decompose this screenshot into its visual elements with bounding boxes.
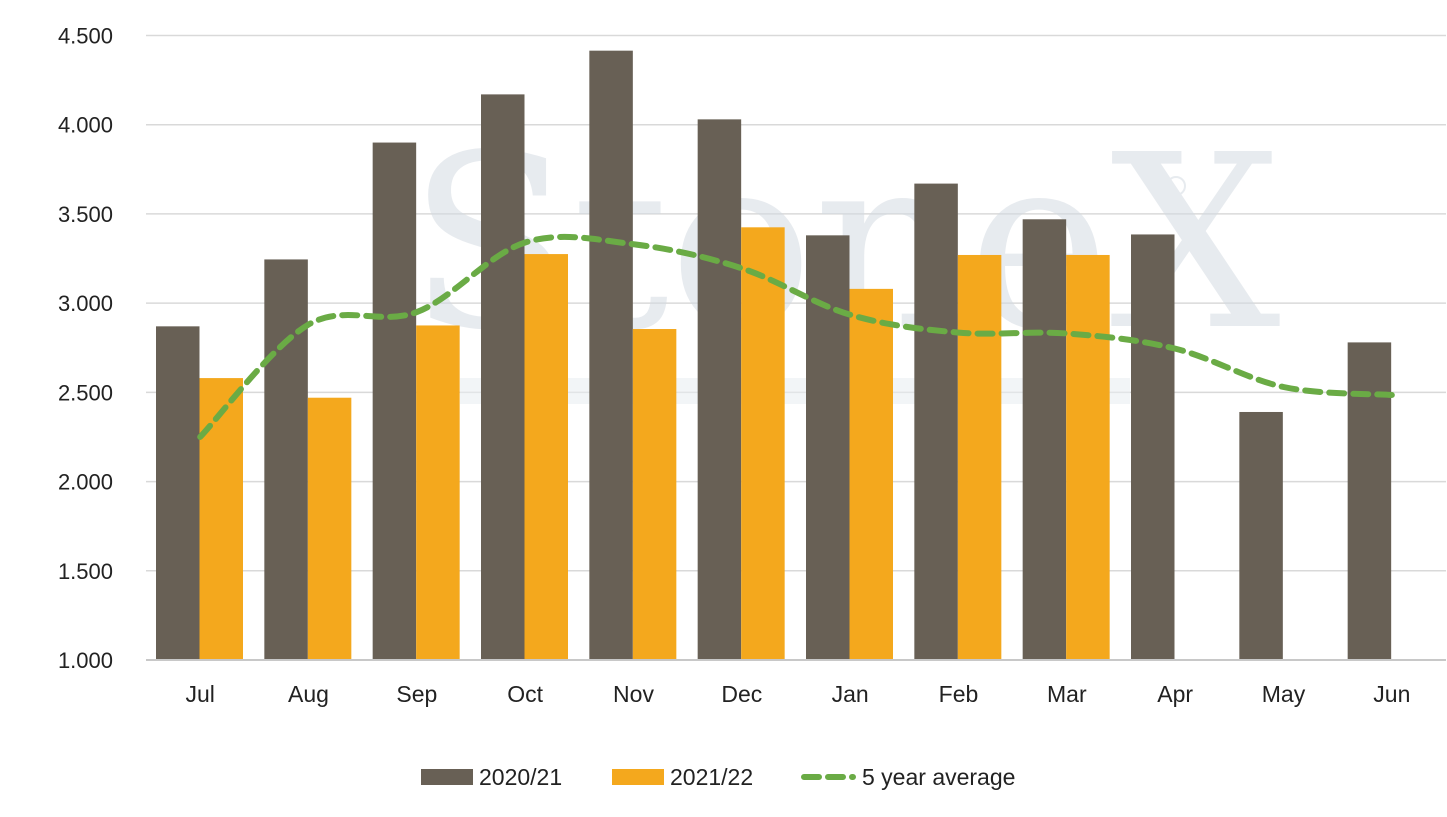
- legend-swatch-2021-22: [612, 769, 664, 785]
- x-tick-label: Feb: [939, 681, 979, 707]
- bar-2021-22: [849, 288, 893, 660]
- bar-2020-21: [481, 94, 525, 661]
- bar-2020-21: [372, 142, 417, 661]
- x-tick-label: Aug: [288, 681, 329, 707]
- x-tick-label: Dec: [721, 681, 762, 707]
- x-tick-label: Nov: [613, 681, 654, 707]
- bar-2020-21: [1131, 234, 1175, 660]
- x-tick-label: Jul: [185, 681, 214, 707]
- watermark-registered-mark: [1166, 176, 1186, 196]
- bar-2021-22: [1066, 254, 1110, 660]
- bar-2020-21: [914, 183, 958, 661]
- y-tick-label: 4.000: [58, 113, 113, 138]
- bar-2021-22: [632, 329, 677, 660]
- bar-2021-22: [307, 397, 352, 660]
- x-tick-label: Jan: [832, 681, 869, 707]
- bar-2020-21: [1347, 342, 1392, 660]
- x-tick-label: Sep: [396, 681, 437, 707]
- y-axis-ticks: 1.000 1.500 2.000 2.500 3.000 3.500 4.000 4.500: [58, 24, 113, 674]
- legend-label-2021-22: 2021/22: [670, 764, 753, 790]
- bar-2020-21: [1239, 411, 1283, 660]
- bar-2021-22: [199, 378, 243, 660]
- y-tick-label: 2.500: [58, 380, 113, 405]
- y-tick-label: 3.000: [58, 291, 113, 316]
- bar-2021-22: [957, 254, 1002, 660]
- average-line-layer: [197, 233, 1395, 440]
- bar-2021-22: [741, 227, 785, 660]
- bar-2021-22: [524, 254, 568, 660]
- legend-label-5-year-average: 5 year average: [862, 764, 1015, 790]
- x-tick-label: May: [1262, 681, 1306, 707]
- x-tick-label: Apr: [1157, 681, 1193, 707]
- x-axis-ticks: Jul Aug Sep Oct Nov Dec Jan Feb Mar Apr May Jun: [185, 681, 1410, 707]
- y-tick-label: 1.000: [58, 648, 113, 673]
- legend-swatch-2020-21: [421, 769, 473, 785]
- y-tick-label: 1.500: [58, 559, 113, 584]
- bar-2020-21: [264, 259, 308, 660]
- bar-2020-21: [697, 119, 742, 660]
- five-year-average-line: [197, 233, 1395, 440]
- y-tick-label: 2.000: [58, 470, 113, 495]
- x-tick-label: Mar: [1047, 681, 1087, 707]
- bar-2020-21: [156, 326, 200, 660]
- bar-2020-21: [1022, 219, 1067, 660]
- y-tick-label: 3.500: [58, 202, 113, 227]
- x-tick-label: Oct: [507, 681, 543, 707]
- x-tick-label: Jun: [1373, 681, 1410, 707]
- bar-2021-22: [416, 325, 460, 660]
- watermark-color-strip: [460, 378, 1130, 404]
- y-tick-label: 4.500: [58, 24, 113, 49]
- bar-2020-21: [589, 50, 633, 660]
- legend-label-2020-21: 2020/21: [479, 764, 562, 790]
- legend: 2020/21 2021/22 5 year average: [421, 764, 1015, 790]
